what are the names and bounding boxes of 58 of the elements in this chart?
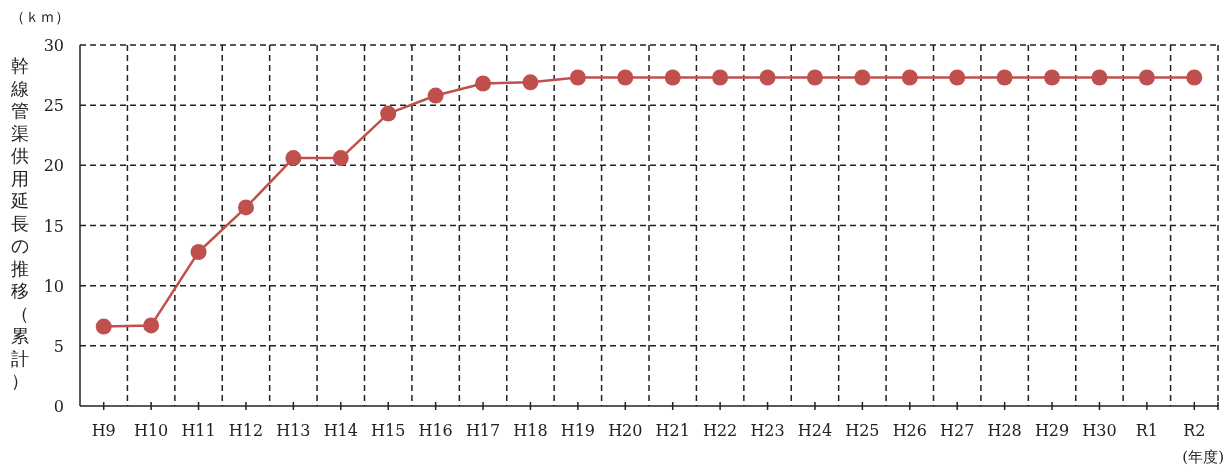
point bbox=[95, 318, 112, 335]
point bbox=[617, 69, 634, 86]
point bbox=[949, 69, 966, 86]
x-tick-label: H24 bbox=[797, 421, 833, 440]
point bbox=[427, 87, 444, 104]
x-tick-label: H29 bbox=[1034, 421, 1070, 440]
text: （ｋｍ） bbox=[10, 8, 70, 26]
x-tick-label: H21 bbox=[655, 421, 690, 440]
x-tick-label: H19 bbox=[560, 421, 596, 440]
point bbox=[522, 74, 539, 91]
point bbox=[237, 199, 254, 216]
x-tick-label: H16 bbox=[418, 421, 453, 440]
y-tick-label: 20 bbox=[43, 156, 64, 176]
point bbox=[1138, 69, 1155, 86]
x-tick-label: H22 bbox=[702, 421, 738, 440]
x-tick-label: H26 bbox=[892, 421, 927, 440]
x-tick-label: H9 bbox=[91, 421, 116, 440]
y-tick-label: 0 bbox=[53, 397, 64, 416]
text: 幹線管渠供用延長の推移（累計） bbox=[11, 55, 29, 391]
y-tick-label: 5 bbox=[53, 336, 64, 356]
y-tick-label: 10 bbox=[43, 276, 64, 296]
point bbox=[712, 69, 729, 86]
point bbox=[806, 69, 823, 86]
point bbox=[143, 317, 160, 334]
point bbox=[332, 150, 349, 167]
point bbox=[475, 75, 492, 92]
x-tick-label: H18 bbox=[513, 421, 548, 440]
x-tick-label: H17 bbox=[465, 421, 501, 440]
x-axis-title: (年度) bbox=[1182, 448, 1224, 466]
x-tick-label: H13 bbox=[276, 421, 311, 440]
x-tick-label: H11 bbox=[181, 421, 216, 440]
x-tick-label: H27 bbox=[940, 421, 975, 440]
point bbox=[380, 105, 397, 122]
point bbox=[285, 150, 302, 167]
x-tick-label: H25 bbox=[845, 421, 880, 440]
x-tick-label: H23 bbox=[750, 421, 785, 440]
y-tick-label: 15 bbox=[43, 216, 64, 236]
x-tick-label: H30 bbox=[1082, 421, 1117, 440]
point bbox=[190, 243, 207, 260]
x-tick-label: H20 bbox=[608, 421, 643, 440]
x-tick-label: H15 bbox=[371, 421, 406, 440]
point bbox=[664, 69, 681, 86]
point bbox=[854, 69, 871, 86]
x-tick-label: H14 bbox=[323, 421, 358, 440]
point bbox=[996, 69, 1013, 86]
x-tick-label: H28 bbox=[987, 421, 1022, 440]
point bbox=[759, 69, 776, 86]
y-tick-label: 25 bbox=[43, 96, 64, 116]
x-tick-label: R1 bbox=[1135, 421, 1158, 440]
y-tick-label: 30 bbox=[43, 36, 64, 55]
point bbox=[569, 69, 586, 86]
x-tick-label: H10 bbox=[133, 421, 169, 440]
point bbox=[1091, 69, 1108, 86]
point bbox=[1044, 69, 1061, 86]
x-tick-label: H12 bbox=[228, 421, 264, 440]
point bbox=[1186, 69, 1203, 86]
x-tick-label: R2 bbox=[1183, 421, 1206, 440]
point bbox=[901, 69, 918, 86]
